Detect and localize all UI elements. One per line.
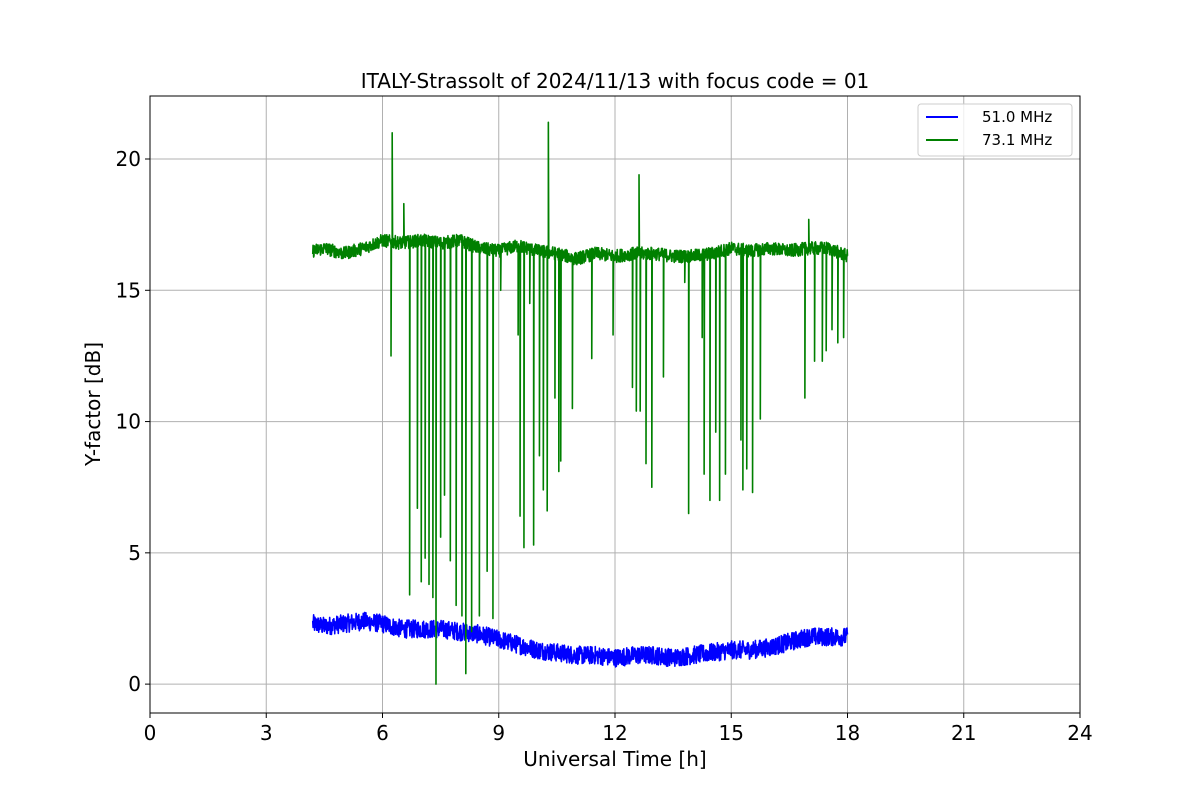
y-tick-label: 0 <box>128 672 141 696</box>
series-line-51-mhz <box>311 611 849 668</box>
legend-label-51-mhz: 51.0 MHz <box>982 108 1052 126</box>
x-tick-label: 12 <box>602 721 627 745</box>
y-axis-label: Y-factor [dB] <box>81 342 105 467</box>
x-tick-label: 6 <box>376 721 389 745</box>
x-tick-label: 21 <box>951 721 976 745</box>
series-layer <box>311 121 849 685</box>
x-axis-label: Universal Time [h] <box>523 747 706 771</box>
x-axis: 0 3 6 9 12 15 18 21 24 <box>144 713 1093 745</box>
y-tick-label: 15 <box>116 278 141 302</box>
x-tick-label: 15 <box>719 721 744 745</box>
y-tick-label: 10 <box>116 410 141 434</box>
x-tick-label: 24 <box>1067 721 1092 745</box>
x-tick-label: 0 <box>144 721 157 745</box>
chart-title: ITALY-Strassolt of 2024/11/13 with focus… <box>361 69 870 93</box>
y-axis: 0 5 10 15 20 <box>116 147 150 696</box>
legend-label-73-mhz: 73.1 MHz <box>982 131 1052 149</box>
y-tick-label: 5 <box>128 541 141 565</box>
x-tick-label: 18 <box>835 721 860 745</box>
x-tick-label: 3 <box>260 721 273 745</box>
series-line-73-mhz <box>311 121 849 685</box>
legend: 51.0 MHz 73.1 MHz <box>917 103 1073 157</box>
y-tick-label: 20 <box>116 147 141 171</box>
x-tick-label: 9 <box>492 721 505 745</box>
